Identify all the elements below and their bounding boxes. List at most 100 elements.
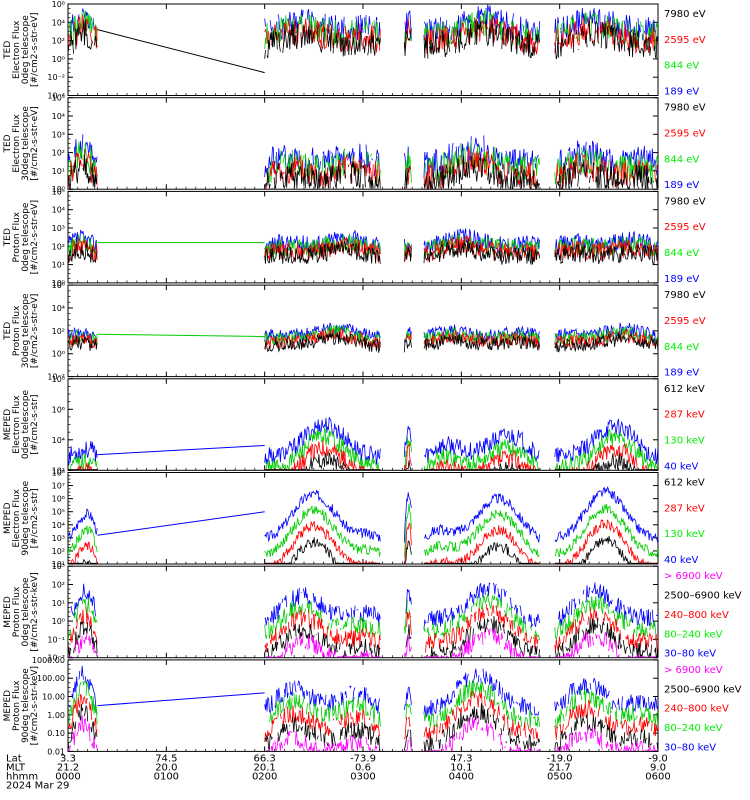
y-axis-label: Electron Flux <box>12 114 22 173</box>
y-tick-label: 10² <box>52 242 65 251</box>
x-tick-label-lat: 74.5 <box>155 753 177 764</box>
x-tick-label-mlt: 20.0 <box>155 762 177 773</box>
x-tick-label-lat: -9.0 <box>648 753 668 764</box>
y-axis-label: [#/cm2-s-str-eV] <box>30 294 40 369</box>
y-tick-label: 1000.00 <box>32 656 65 665</box>
gap-line <box>97 333 265 338</box>
series-c1 <box>68 140 658 186</box>
y-tick-label: 10³ <box>52 562 65 571</box>
legend-entry: 80–240 keV <box>664 723 723 734</box>
y-tick-label: 10⁻² <box>47 373 65 382</box>
y-axis-label: [#/cm2-s-str] <box>30 488 40 548</box>
legend-entry: 7980 eV <box>664 290 706 301</box>
gap-line <box>97 511 265 536</box>
legend-entry: 40 keV <box>664 461 698 472</box>
y-axis-label: 90deg telescope <box>21 480 31 555</box>
panel-frame <box>67 472 659 565</box>
legend-entry: 30–80 keV <box>664 742 716 753</box>
legend-entry: 240–800 keV <box>664 610 729 621</box>
series-c4 <box>68 627 657 658</box>
x-tick-label-mlt: 21.2 <box>57 762 79 773</box>
x-tick-label-lat: 3.3 <box>60 753 76 764</box>
x-tick-label-mlt: 9.0 <box>650 762 666 773</box>
legend-entry: 7980 eV <box>664 103 706 114</box>
legend-entry: 240–800 keV <box>664 704 729 715</box>
y-tick-label: 10.00 <box>42 693 65 702</box>
y-tick-label: 0.10 <box>47 729 65 738</box>
series-c2 <box>68 519 658 564</box>
series-c1 <box>68 503 658 558</box>
y-axis-label: TED <box>3 134 13 153</box>
legend-entry: 287 keV <box>664 410 705 421</box>
x-tick-label-lat: -19.0 <box>547 753 573 764</box>
y-tick-label: 10⁰ <box>52 617 65 626</box>
y-axis-label: Electron Flux <box>12 395 22 454</box>
traces <box>68 134 658 190</box>
legend-entry: 189 eV <box>664 368 699 379</box>
legend-entry: 80–240 keV <box>664 629 723 640</box>
y-axis-label: Proton Flux <box>12 305 22 356</box>
panel-5: 10² 10⁴ 10⁶ 10⁸ MEPED Electron Flux 0deg teles… <box>3 375 705 476</box>
y-axis-label: TED <box>3 322 13 341</box>
x-row-label: hhmm <box>6 771 38 782</box>
legend-entry: 130 keV <box>664 529 705 540</box>
y-axis-label: 90deg telescope <box>21 668 31 743</box>
legend-entry: 2595 eV <box>664 222 706 233</box>
x-row-label: 2024 Mar 29 <box>6 780 69 791</box>
y-axis-label: MEPED <box>3 596 13 628</box>
series-c3 <box>68 331 658 353</box>
series-c2 <box>68 14 658 55</box>
y-axis-label: MEPED <box>3 690 13 722</box>
y-tick-label: 10³ <box>52 534 65 543</box>
series-c3 <box>68 535 658 564</box>
traces <box>68 665 658 752</box>
y-tick-label: 10¹ <box>52 560 65 569</box>
y-tick-label: 10⁰ <box>52 350 65 359</box>
gap-line <box>97 444 265 456</box>
y-tick-label: 10² <box>52 149 65 158</box>
y-axis-label: Proton Flux <box>12 586 22 637</box>
x-tick-label-hhmm: 0100 <box>154 771 179 782</box>
y-axis-label: 0deg telescope <box>21 15 31 85</box>
y-tick-label: 10⁶ <box>52 495 65 504</box>
y-axis-label: MEPED <box>3 409 13 441</box>
y-tick-label: 10⁴ <box>52 304 65 313</box>
legend-entry: 844 eV <box>664 342 699 353</box>
traces <box>68 228 658 266</box>
x-row-label: Lat <box>6 753 22 764</box>
panel-frame <box>67 565 659 659</box>
series-c0 <box>70 582 658 631</box>
y-tick-label: 10⁻⁴ <box>47 92 65 101</box>
panel-4: 10⁻² 10⁰ 10² 10⁴ 10⁶ TED Proton Flux 30deg tele… <box>3 281 706 382</box>
y-tick-label: 10² <box>52 466 65 475</box>
y-tick-label: 10¹ <box>52 167 65 176</box>
y-axis-label: 30deg telescope <box>21 293 31 368</box>
gap-line <box>97 29 265 74</box>
y-tick-label: 10⁷ <box>52 482 65 491</box>
y-tick-label: 0.01 <box>47 747 65 756</box>
y-axis-label: [#/cm2-s-str-keV] <box>30 572 40 651</box>
x-tick-label-lat: 47.3 <box>450 753 472 764</box>
legend-entry: 130 keV <box>664 435 705 446</box>
y-tick-label: 10² <box>52 547 65 556</box>
y-tick-label: 10⁴ <box>52 206 65 215</box>
x-row-label: MLT <box>6 762 26 773</box>
y-axis-label: Proton Flux <box>12 211 22 262</box>
y-tick-label: 10⁸ <box>52 375 65 384</box>
x-tick-label-hhmm: 0400 <box>449 771 474 782</box>
x-tick-label-mlt: 10.1 <box>450 762 472 773</box>
y-tick-label: 10⁵ <box>52 508 65 517</box>
legend-entry: 40 keV <box>664 555 698 566</box>
y-axis-label: MEPED <box>3 502 13 534</box>
legend-entry: 7980 eV <box>664 196 706 207</box>
legend-entry: 189 eV <box>664 180 699 191</box>
panel-8: 0.01 0.10 1.00 10.00 100.00 1000.00 MEPED Proto… <box>3 656 742 757</box>
y-tick-label: 10¹ <box>52 261 65 270</box>
y-tick-label: 10⁶ <box>52 405 65 414</box>
legend-entry: 7980 eV <box>664 9 706 20</box>
x-tick-label-mlt: 21.7 <box>549 762 571 773</box>
panel-frame <box>67 190 659 284</box>
